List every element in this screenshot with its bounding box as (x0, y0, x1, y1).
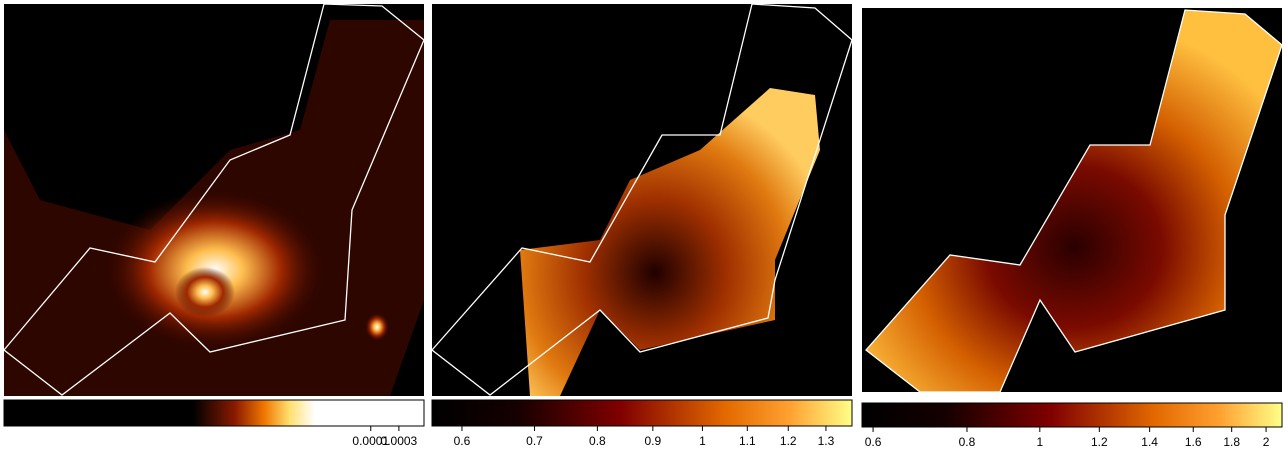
emission (175, 267, 235, 317)
tick-label: 1.2 (780, 434, 797, 448)
region-outline (3, 3, 425, 396)
tick-label: 0.0003 (381, 434, 418, 448)
tick-label: 1.2 (1091, 435, 1108, 449)
colorbar (431, 399, 853, 427)
voronoi-map (865, 9, 1283, 393)
tick-label: 1.6 (1185, 435, 1202, 449)
colorbar (861, 402, 1283, 428)
emission (365, 313, 389, 341)
tick-label: 2 (1263, 435, 1270, 449)
tick-label: 0.8 (959, 435, 976, 449)
tick-label: 0.6 (454, 434, 471, 448)
tick-label: 0.9 (644, 434, 661, 448)
tick-label: 0.8 (589, 434, 606, 448)
region-outline (431, 3, 853, 396)
tick-label: 1 (699, 434, 706, 448)
tick-label: 1.4 (1141, 435, 1158, 449)
tick-label: 1.1 (739, 434, 756, 448)
map-region (520, 88, 820, 396)
tick-label: 1 (1036, 435, 1043, 449)
colorbar (3, 399, 425, 427)
tick-label: 1.3 (818, 434, 835, 448)
tick-label: 0.7 (526, 434, 543, 448)
tick-label: 0.0001 (352, 434, 389, 448)
tick-label: 1.8 (1223, 435, 1240, 449)
tick-label: 0.6 (865, 435, 882, 449)
